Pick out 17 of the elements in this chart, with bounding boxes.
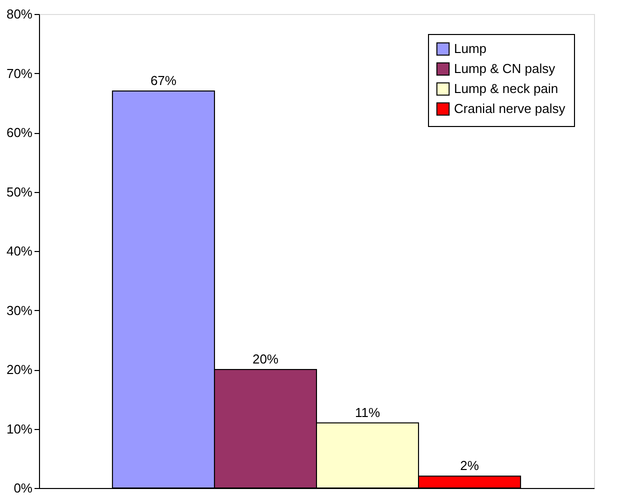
y-tick-label: 40% <box>6 244 33 258</box>
y-tick-label: 30% <box>6 302 33 318</box>
y-tick-label: 70% <box>6 66 33 81</box>
y-tick-label: 60% <box>6 125 33 140</box>
y-tick-label: 10% <box>6 421 33 436</box>
legend-label: Lump & neck pain <box>454 81 558 96</box>
data-label: 2% <box>460 458 480 474</box>
data-label: 20% <box>252 352 279 366</box>
data-label: 67% <box>150 73 177 88</box>
y-tick-label: 0% <box>14 480 33 496</box>
legend-label: Lump & CN palsy <box>454 61 556 76</box>
y-tick-label: 20% <box>6 362 33 377</box>
data-label: 11% <box>354 404 380 420</box>
legend-label: Lump <box>454 41 487 56</box>
y-tick-label: 50% <box>6 184 33 200</box>
legend-label: Cranial nerve palsy <box>454 101 566 116</box>
y-tick-label: 80% <box>6 6 33 22</box>
